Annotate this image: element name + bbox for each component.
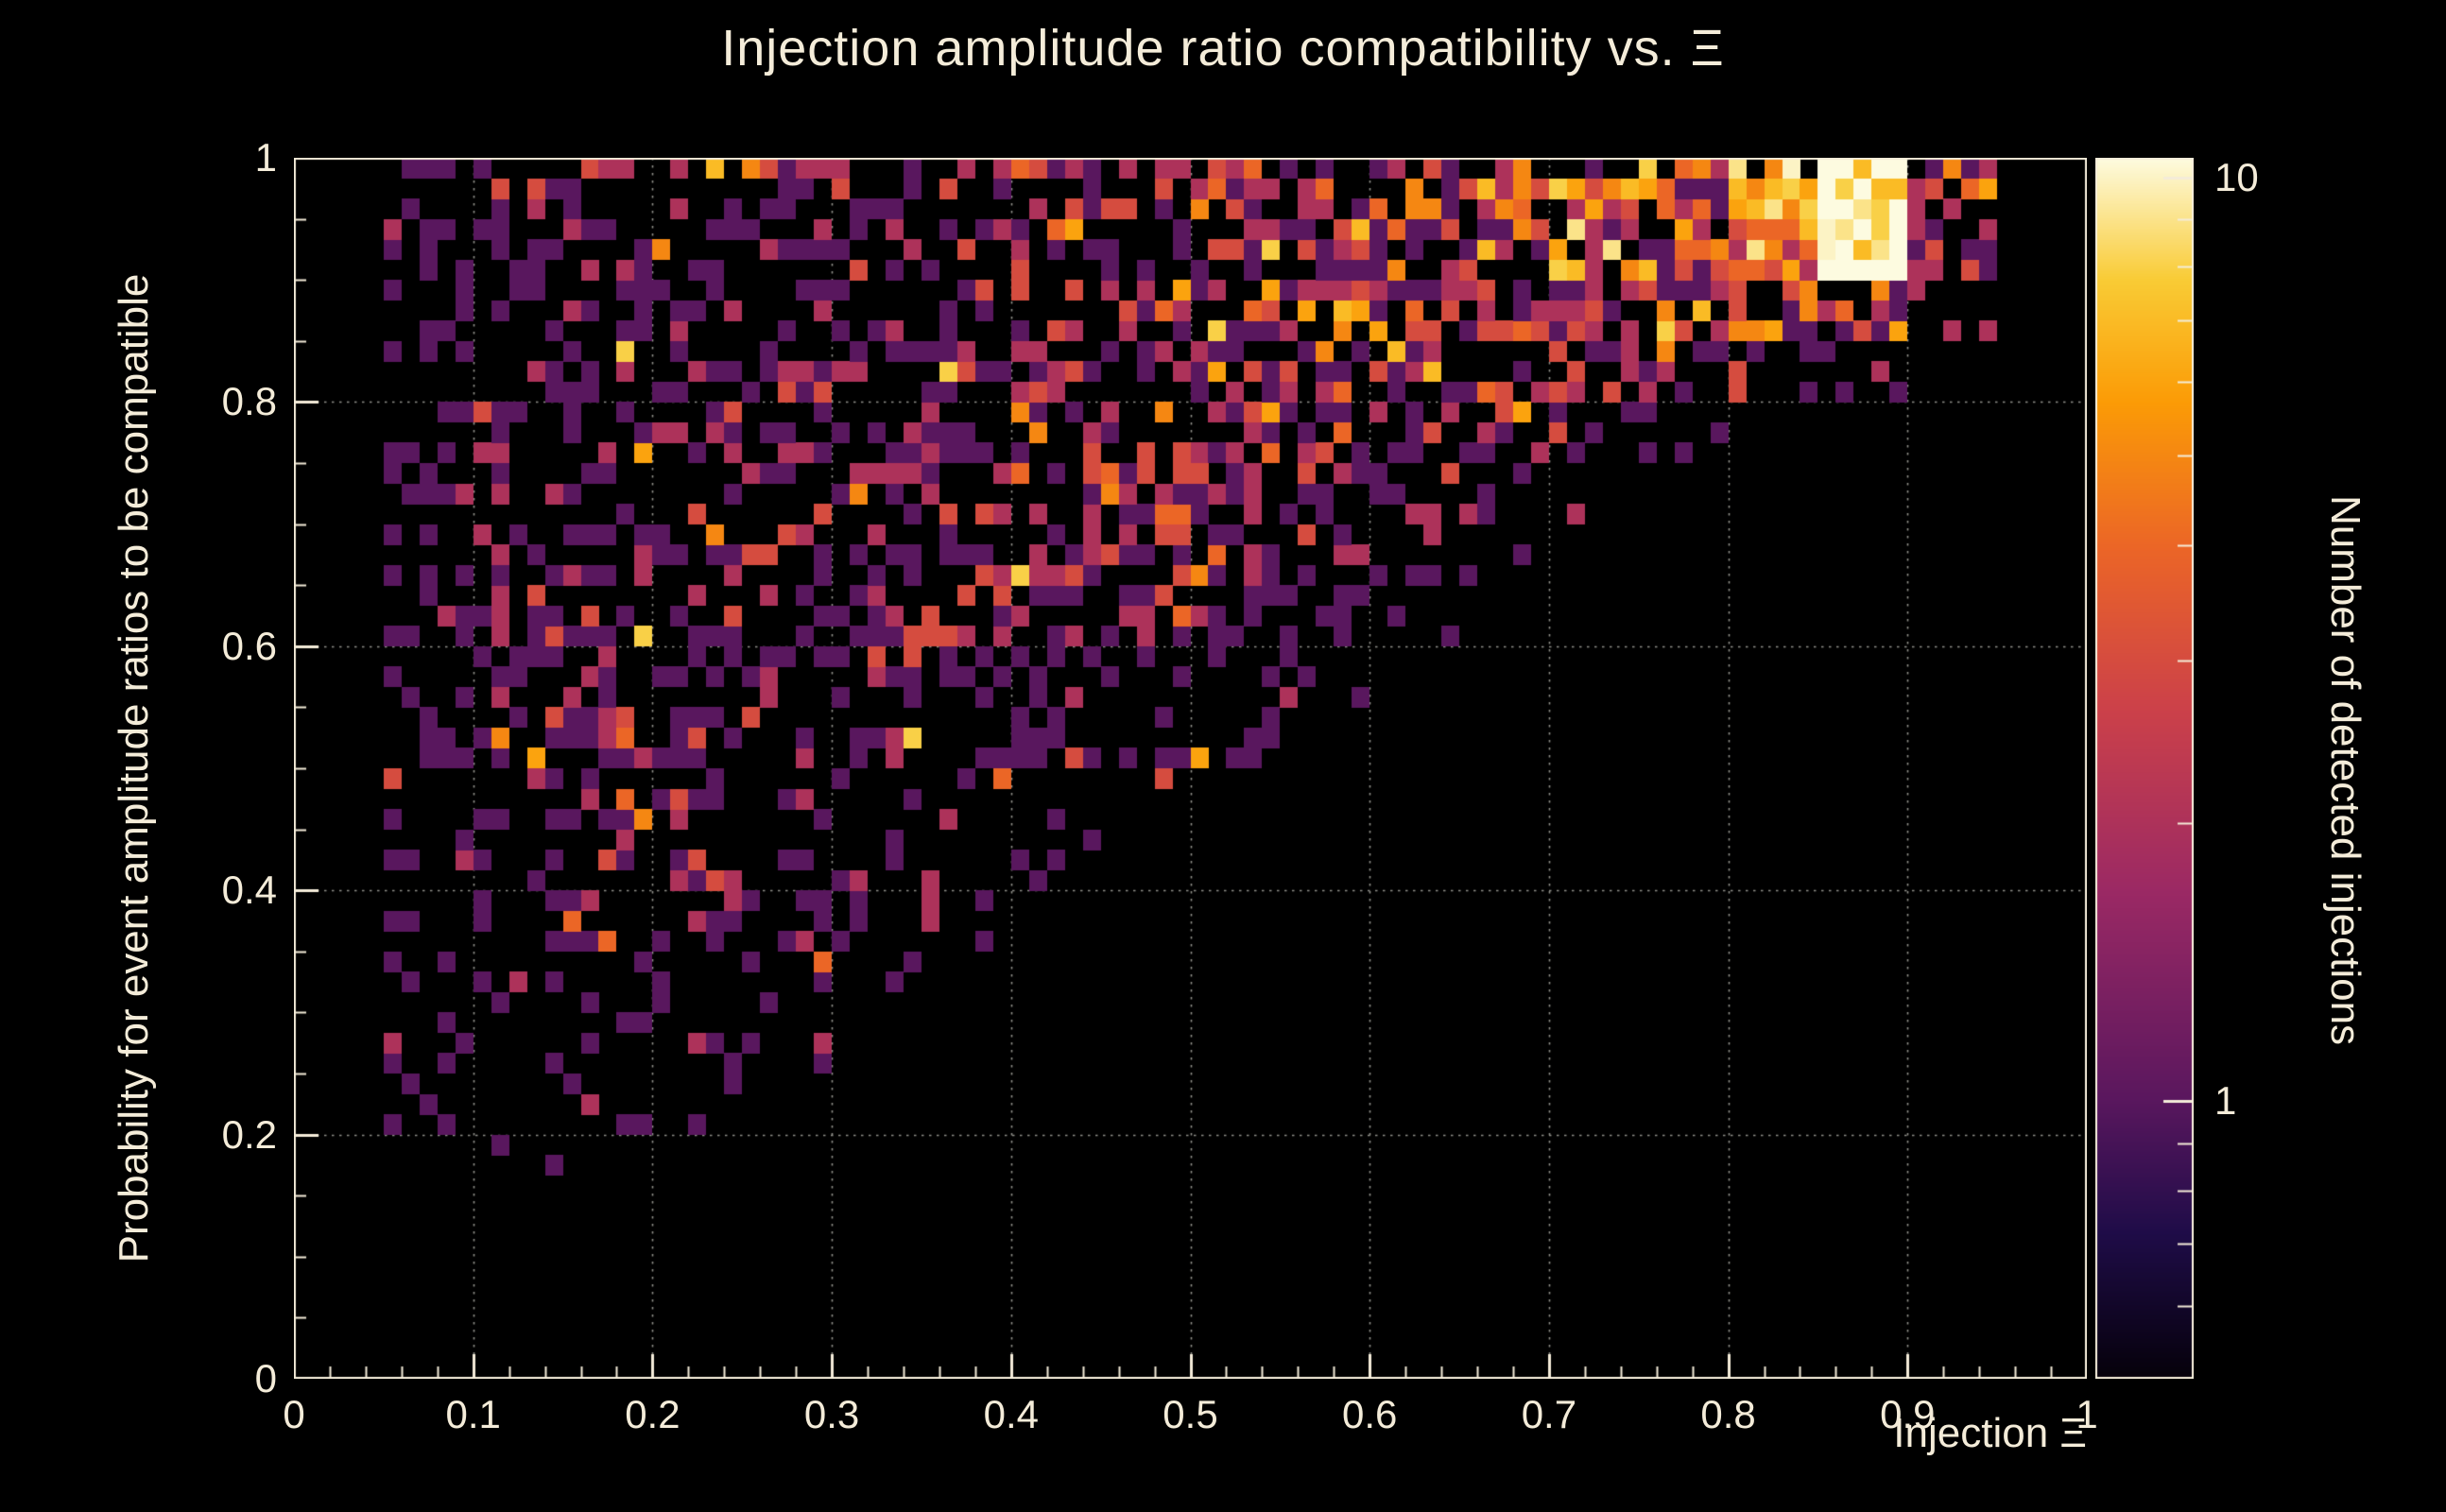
x-tick-label-0.8: 0.8 <box>1700 1392 1756 1436</box>
x-tick-label-1: 1 <box>2076 1392 2098 1436</box>
chart-title: Injection amplitude ratio compatibility … <box>721 20 1725 77</box>
x-tick-label-0.2: 0.2 <box>625 1392 680 1436</box>
x-tick-label-0.1: 0.1 <box>445 1392 501 1436</box>
y-tick-label-0.2: 0.2 <box>221 1111 277 1157</box>
heatmap-canvas <box>294 158 2087 1379</box>
y-axis-title: Probability for event amplitude ratios t… <box>111 273 157 1263</box>
colorbar-canvas <box>2095 158 2194 1379</box>
y-tick-label-0.6: 0.6 <box>221 623 277 668</box>
x-axis-title: Injection Ξ <box>1893 1410 2087 1456</box>
colorbar-tick-label-10: 10 <box>2214 154 2259 199</box>
x-tick-label-0.4: 0.4 <box>983 1392 1039 1436</box>
x-tick-label-0.5: 0.5 <box>1163 1392 1218 1436</box>
y-tick-label-0: 0 <box>254 1356 277 1400</box>
x-tick-label-0.6: 0.6 <box>1341 1392 1398 1436</box>
x-tick-label-0.7: 0.7 <box>1521 1392 1577 1436</box>
x-tick-label-0.3: 0.3 <box>803 1392 860 1436</box>
colorbar-title: Number of detected injections <box>2322 494 2368 1046</box>
y-tick-label-0.4: 0.4 <box>221 868 277 913</box>
colorbar-tick-label-1: 1 <box>2214 1077 2237 1123</box>
x-tick-label-0.9: 0.9 <box>1880 1392 1936 1436</box>
x-tick-label-0: 0 <box>283 1392 305 1436</box>
y-tick-label-1: 1 <box>254 135 277 180</box>
y-tick-label-0.8: 0.8 <box>221 379 277 424</box>
